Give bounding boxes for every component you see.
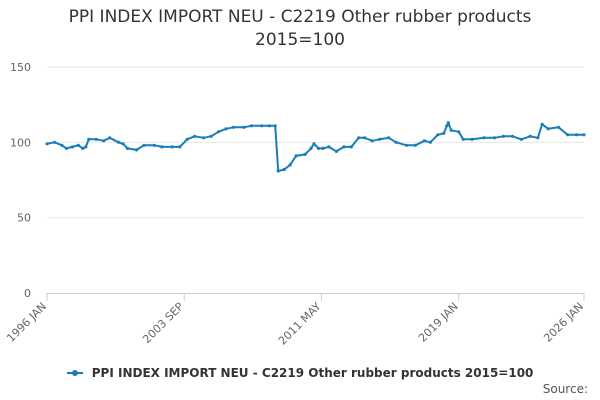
legend-label: PPI INDEX IMPORT NEU - C2219 Other rubbe… (91, 366, 534, 380)
data-point-43 (334, 149, 338, 153)
data-point-6 (81, 146, 85, 150)
x-tick-label-2003-09: 2003 SEP (140, 300, 186, 346)
data-point-54 (422, 139, 426, 143)
data-point-64 (482, 136, 486, 140)
data-point-46 (357, 136, 361, 140)
data-point-52 (404, 143, 409, 147)
data-point-37 (303, 152, 307, 156)
data-point-75 (574, 133, 579, 137)
data-point-76 (582, 133, 586, 137)
data-point-73 (557, 125, 561, 129)
data-point-31 (267, 124, 271, 128)
data-point-63 (470, 137, 474, 141)
data-point-65 (492, 136, 497, 140)
chart-title: PPI INDEX IMPORT NEU - C2219 Other rubbe… (0, 6, 600, 52)
x-tick-label-2026-01: 2026 JAN (541, 300, 586, 345)
data-point-14 (125, 146, 130, 150)
series-group (45, 121, 586, 173)
data-point-60 (449, 128, 453, 132)
data-point-41 (321, 146, 325, 150)
chart-title-line-2: 2015=100 (255, 30, 345, 50)
data-point-13 (121, 142, 125, 146)
data-point-47 (363, 136, 367, 140)
data-point-17 (152, 143, 156, 147)
y-axis: 0 50 100 150 (10, 61, 31, 300)
data-point-58 (445, 124, 449, 128)
data-point-45 (349, 145, 353, 149)
data-point-72 (546, 127, 550, 131)
data-point-39 (312, 142, 316, 146)
data-point-32 (273, 124, 277, 128)
data-point-51 (394, 140, 398, 144)
data-point-67 (510, 134, 514, 138)
y-tick-label-150: 150 (10, 61, 31, 74)
data-point-74 (566, 133, 570, 137)
data-point-59 (446, 121, 450, 125)
data-point-70 (536, 136, 540, 140)
data-point-20 (178, 145, 182, 149)
source-label[interactable]: Source: (542, 382, 588, 396)
data-point-11 (108, 136, 112, 140)
data-point-23 (202, 136, 206, 140)
data-point-15 (134, 148, 139, 152)
data-point-34 (282, 167, 286, 172)
y-tick-label-100: 100 (10, 136, 31, 149)
data-point-30 (260, 124, 264, 128)
data-point-71 (540, 122, 544, 126)
x-axis: 1996 JAN 2003 SEP 2011 MAY 2019 JAN 2026 JAN (4, 293, 586, 348)
data-point-19 (170, 145, 174, 149)
x-tick-label-2019-01: 2019 JAN (416, 300, 461, 345)
data-point-0 (45, 142, 49, 146)
data-point-62 (461, 137, 465, 141)
y-tick-label-50: 50 (17, 212, 31, 225)
data-point-53 (413, 143, 417, 147)
data-point-36 (294, 154, 298, 158)
data-point-57 (442, 131, 446, 135)
y-tick-label-0: 0 (24, 287, 31, 300)
data-point-69 (528, 134, 532, 138)
data-point-55 (428, 140, 432, 144)
data-point-1 (52, 140, 57, 144)
data-point-8 (87, 137, 91, 141)
data-point-48 (370, 139, 374, 143)
data-point-68 (519, 137, 523, 141)
data-point-18 (160, 145, 164, 149)
data-point-10 (102, 139, 106, 143)
data-point-27 (231, 125, 236, 129)
data-point-26 (224, 127, 228, 131)
data-point-3 (64, 146, 68, 150)
data-point-12 (117, 140, 121, 144)
data-point-35 (288, 163, 292, 167)
x-tick-label-1996-01: 1996 JAN (4, 300, 49, 345)
data-point-61 (457, 130, 461, 134)
data-point-33 (276, 169, 280, 173)
data-point-4 (70, 145, 74, 149)
data-point-29 (249, 124, 253, 128)
data-point-28 (242, 125, 246, 129)
data-point-22 (193, 134, 197, 138)
data-point-21 (185, 137, 189, 141)
data-point-24 (209, 134, 213, 138)
legend[interactable]: PPI INDEX IMPORT NEU - C2219 Other rubbe… (0, 366, 600, 380)
data-point-66 (501, 134, 505, 138)
data-point-16 (142, 143, 146, 147)
data-point-2 (60, 143, 64, 147)
data-point-40 (316, 146, 321, 150)
x-tick-label-2011-05: 2011 MAY (276, 300, 324, 348)
data-point-9 (94, 137, 98, 141)
data-point-38 (309, 146, 313, 150)
data-point-5 (76, 143, 80, 147)
data-point-42 (327, 145, 331, 149)
data-point-56 (436, 133, 440, 137)
data-point-49 (378, 137, 382, 141)
legend-swatch (66, 369, 83, 376)
data-point-44 (342, 145, 346, 149)
data-point-7 (84, 145, 88, 149)
chart-title-line-1: PPI INDEX IMPORT NEU - C2219 Other rubbe… (68, 7, 532, 27)
data-point-25 (216, 130, 221, 134)
gridlines (47, 66, 584, 219)
data-point-50 (387, 136, 391, 140)
